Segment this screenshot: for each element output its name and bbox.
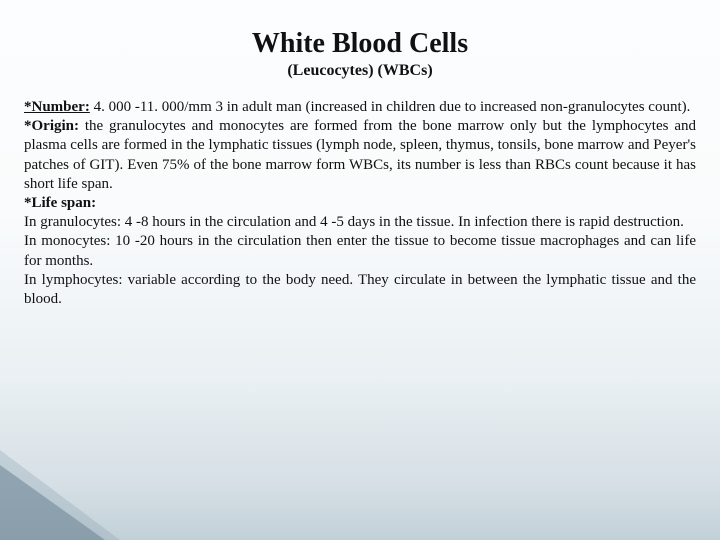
number-text: 4. 000 -11. 000/mm 3 in adult man (incre… [90, 99, 691, 115]
lifespan-granulocytes: In granulocytes: 4 -8 hours in the circu… [24, 214, 684, 230]
slide-container: White Blood Cells (Leucocytes) (WBCs) *N… [0, 0, 720, 540]
corner-accent-inner [0, 465, 105, 540]
origin-text: the granulocytes and monocytes are forme… [24, 118, 696, 192]
lifespan-lymphocytes: In lymphocytes: variable according to th… [24, 272, 696, 307]
slide-body: *Number: 4. 000 -11. 000/mm 3 in adult m… [24, 98, 696, 309]
slide-title: White Blood Cells [24, 28, 696, 60]
slide-subtitle: (Leucocytes) (WBCs) [24, 62, 696, 80]
origin-label: *Origin: [24, 118, 79, 134]
lifespan-label: *Life span: [24, 195, 96, 211]
lifespan-monocytes: In monocytes: 10 -20 hours in the circul… [24, 233, 696, 268]
number-label: *Number: [24, 99, 90, 115]
